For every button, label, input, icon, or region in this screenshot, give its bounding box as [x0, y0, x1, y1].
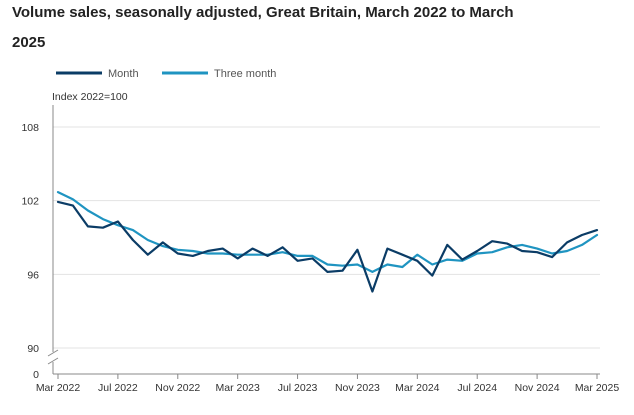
x-tick-label: Mar 2025 [575, 382, 620, 394]
axis-break-mark [47, 357, 59, 365]
axes [47, 105, 600, 375]
series-lines [56, 191, 599, 293]
y-tick-label: 108 [21, 122, 39, 134]
series-line-month [56, 200, 599, 293]
legend-label-month: Month [108, 68, 139, 80]
chart-title-line-2: 2025 [12, 34, 45, 51]
axis-break-mark [47, 349, 59, 357]
legend: Month Three month [56, 68, 276, 80]
chart-title: Volume sales, seasonally adjusted, Great… [12, 4, 514, 21]
x-tick-label: Nov 2022 [155, 382, 200, 394]
x-tick-label: Nov 2023 [335, 382, 380, 394]
y-tick-label: 96 [27, 269, 39, 281]
gridlines [53, 126, 600, 349]
series-line-three-month [56, 191, 599, 273]
x-tick-label: Jul 2023 [278, 382, 318, 394]
x-tick-label: Mar 2024 [395, 382, 440, 394]
y-tick-label: 90 [27, 343, 39, 355]
y-tick-label: 0 [33, 369, 39, 381]
x-tick-label: Jul 2022 [98, 382, 138, 394]
x-axis-ticks: Mar 2022 Jul 2022 Nov 2022 Mar 2023 Jul 2023… [36, 374, 620, 394]
x-tick-label: Nov 2024 [515, 382, 560, 394]
x-tick-label: Mar 2023 [215, 382, 260, 394]
y-axis-ticks: 108 102 96 90 0 [21, 122, 39, 381]
x-tick-label: Jul 2024 [457, 382, 497, 394]
legend-label-three-month: Three month [214, 68, 276, 80]
y-tick-label: 102 [21, 196, 39, 208]
x-tick-label: Mar 2022 [36, 382, 81, 394]
y-axis-unit-label: Index 2022=100 [52, 91, 128, 103]
